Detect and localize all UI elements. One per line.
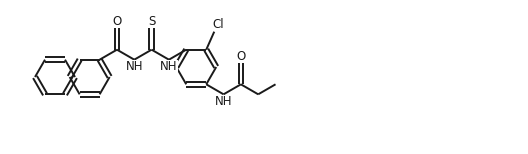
Text: S: S bbox=[148, 15, 155, 28]
Text: O: O bbox=[236, 50, 246, 63]
Text: NH: NH bbox=[126, 60, 143, 73]
Text: NH: NH bbox=[160, 60, 178, 73]
Text: Cl: Cl bbox=[212, 18, 224, 31]
Text: NH: NH bbox=[215, 95, 232, 108]
Text: O: O bbox=[112, 15, 121, 28]
